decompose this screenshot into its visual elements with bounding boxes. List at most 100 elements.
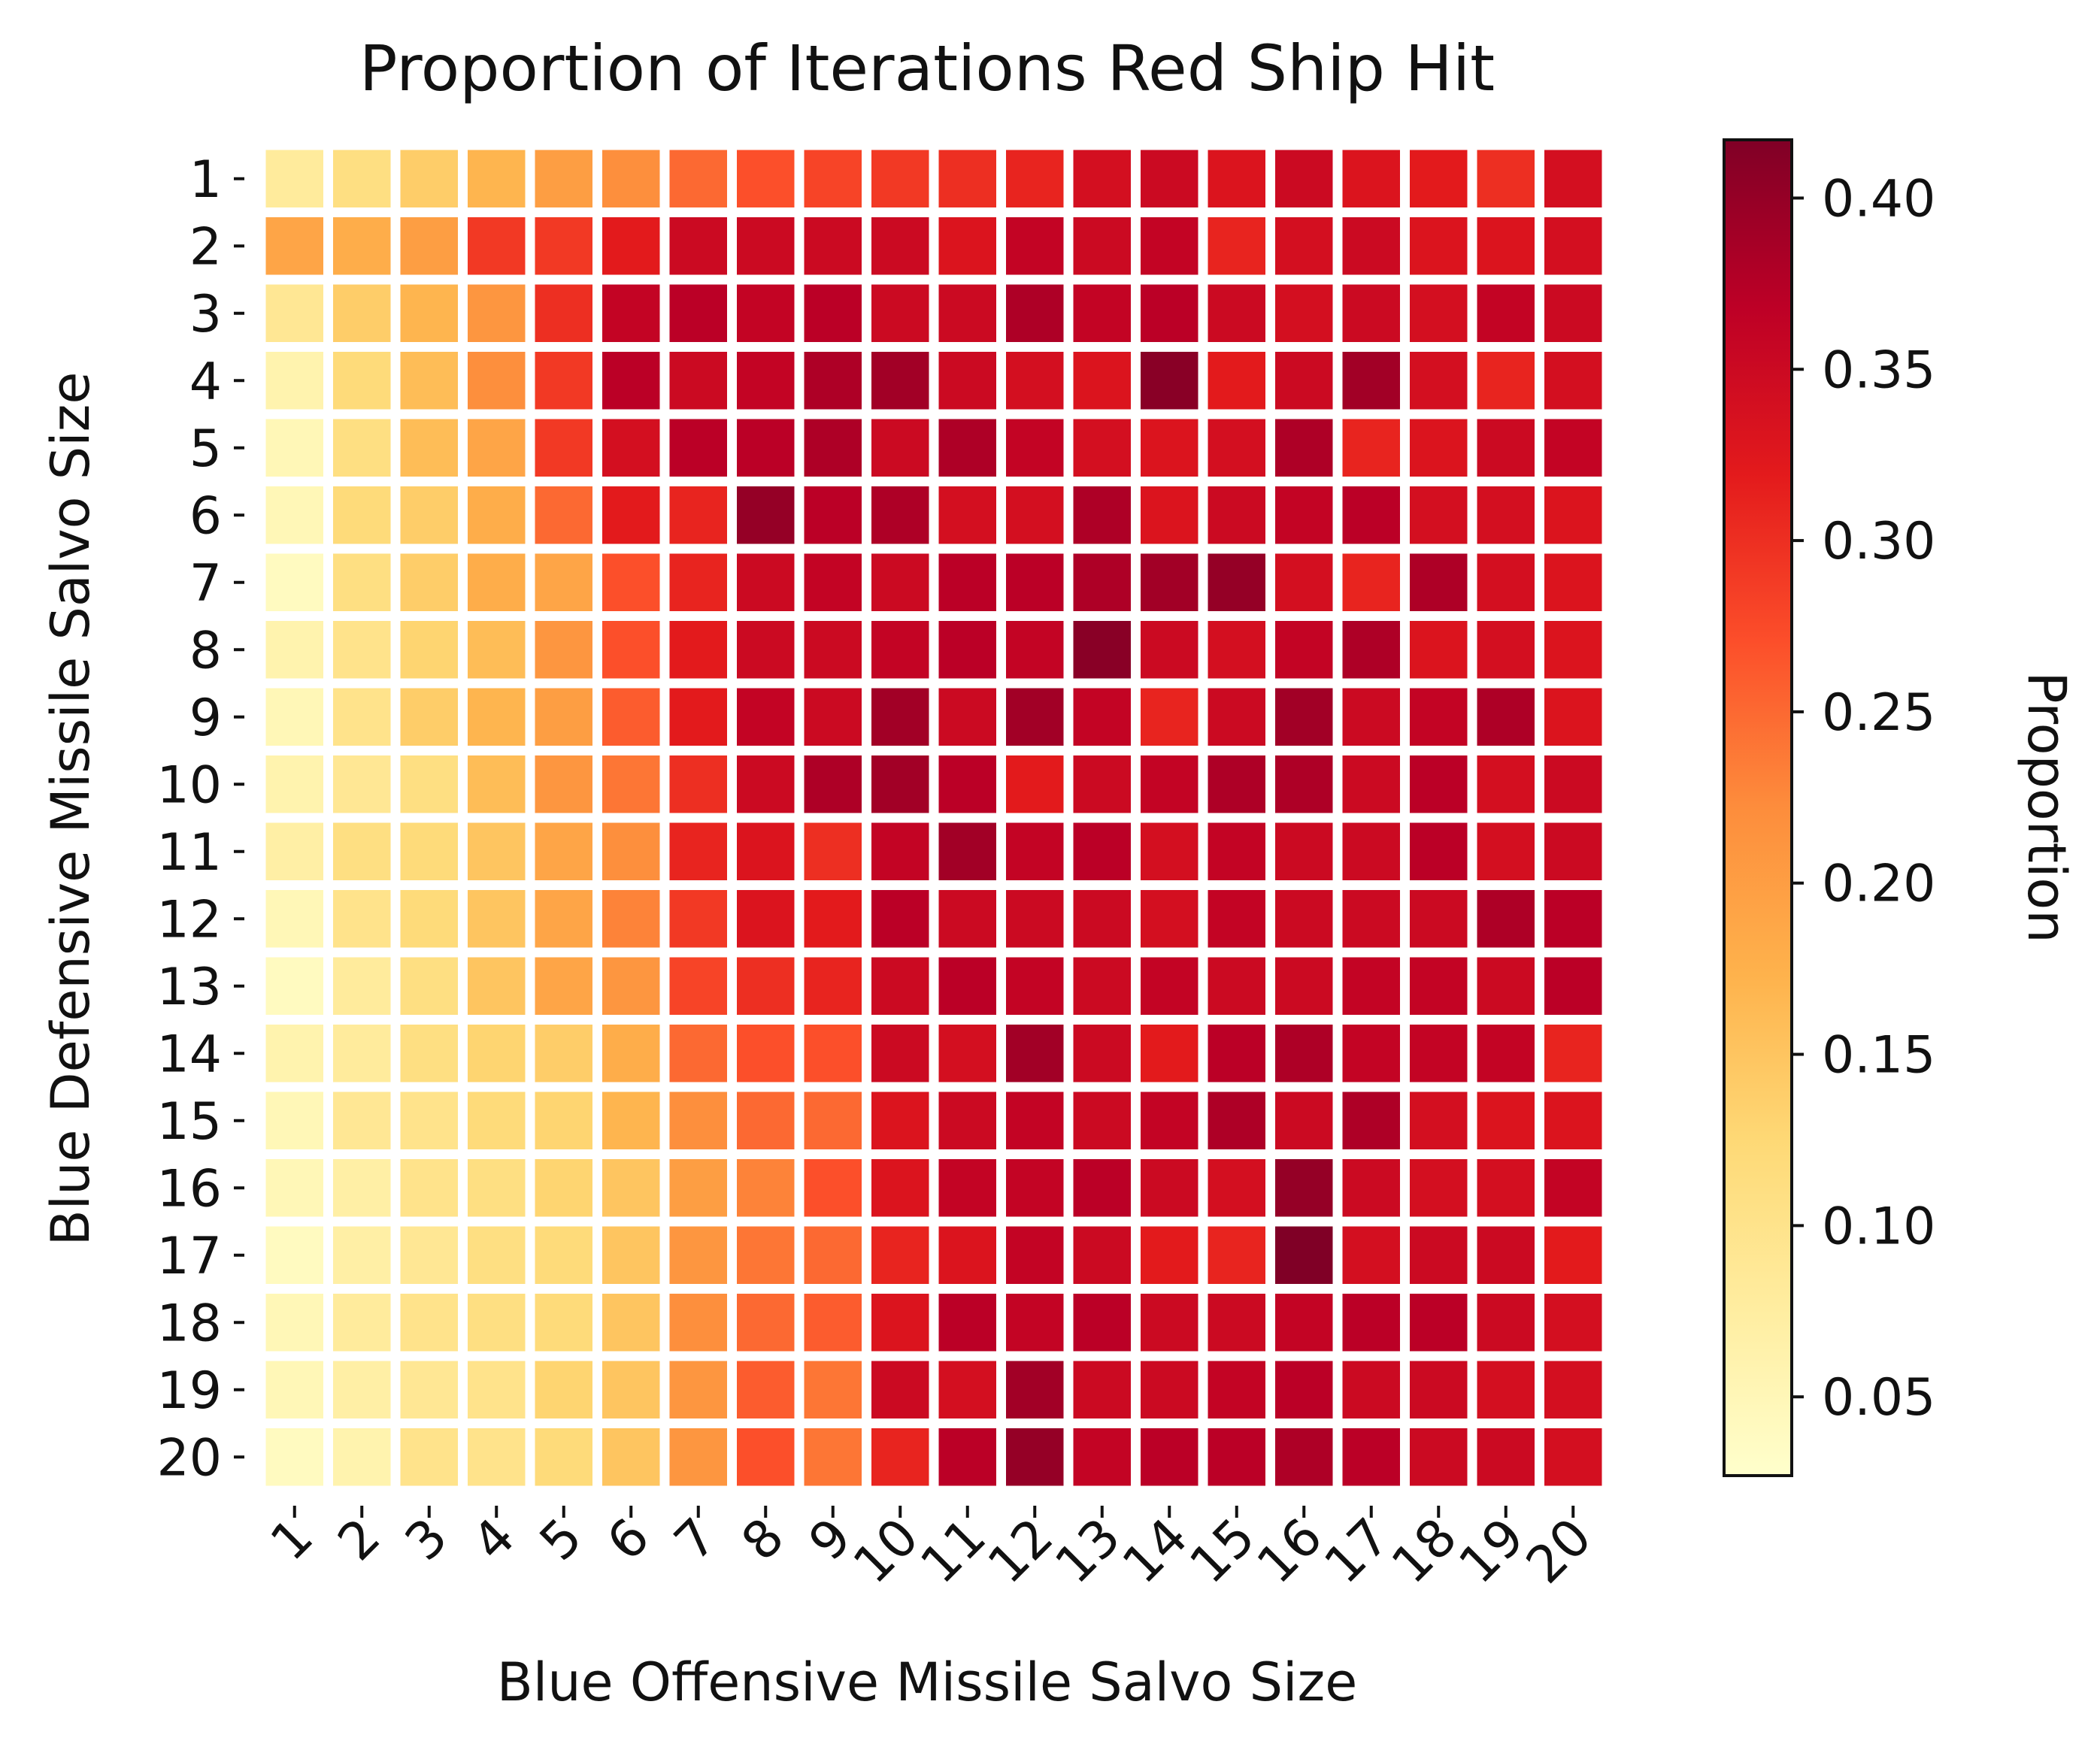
heatmap-cell (1073, 1294, 1131, 1352)
heatmap-cell (468, 755, 526, 813)
heatmap-cell (871, 822, 929, 880)
heatmap-cell (1275, 553, 1333, 611)
heatmap-cell (1208, 1361, 1265, 1418)
heatmap-cell (400, 688, 458, 746)
heatmap-cell (468, 1361, 526, 1418)
heatmap-cell (468, 284, 526, 342)
heatmap-cell (1073, 822, 1131, 880)
heatmap-cell (1006, 957, 1064, 1015)
heatmap-cell (1006, 1361, 1064, 1418)
heatmap-cell (535, 352, 592, 410)
heatmap-cell (1208, 284, 1265, 342)
y-tick-label: 8 (189, 621, 222, 680)
heatmap-cell (1342, 419, 1400, 477)
heatmap-cell (737, 486, 795, 544)
heatmap-cell (1006, 419, 1064, 477)
heatmap-cell (737, 217, 795, 275)
heatmap-cell (669, 890, 727, 948)
heatmap-cell (602, 1361, 660, 1418)
heatmap-cell (1275, 1159, 1333, 1217)
heatmap-cell (400, 1025, 458, 1082)
heatmap-cell (535, 486, 592, 544)
heatmap-cell (1544, 822, 1602, 880)
heatmap-cell (1477, 755, 1535, 813)
heatmap-cell (1477, 822, 1535, 880)
heatmap-cell (1073, 890, 1131, 948)
heatmap-cell (400, 486, 458, 544)
colorbar-tick-label: 0.40 (1822, 169, 1935, 229)
heatmap-cell (1544, 1159, 1602, 1217)
heatmap-cell (1275, 284, 1333, 342)
heatmap-cell (938, 1361, 996, 1418)
heatmap-cell (1141, 755, 1198, 813)
colorbar-tick-label: 0.25 (1822, 683, 1935, 743)
heatmap-cell (265, 150, 323, 207)
heatmap-cell (333, 621, 391, 679)
heatmap-cell (602, 957, 660, 1015)
heatmap-cell (1544, 419, 1602, 477)
heatmap-cell (938, 284, 996, 342)
heatmap-cell (804, 150, 862, 207)
heatmap-cell (602, 1226, 660, 1284)
heatmap-cell (1544, 284, 1602, 342)
heatmap-cell (938, 217, 996, 275)
heatmap-cell (871, 1091, 929, 1149)
heatmap-cell (1410, 352, 1468, 410)
heatmap-cell (1073, 621, 1131, 679)
heatmap-cell (1410, 890, 1468, 948)
heatmap-cell (938, 352, 996, 410)
heatmap-cell (1073, 352, 1131, 410)
heatmap-cell (1073, 1025, 1131, 1082)
heatmap-cell (265, 1428, 323, 1486)
heatmap-cell (1073, 1361, 1131, 1418)
heatmap-cell (1208, 352, 1265, 410)
heatmap-cells (265, 150, 1602, 1486)
colorbar-ticks: 0.05 0.10 0.15 0.20 0.25 0.30 0.35 0.40 (1792, 169, 1935, 1428)
heatmap-cell (938, 890, 996, 948)
heatmap-cell (1208, 553, 1265, 611)
heatmap-cell (1342, 1025, 1400, 1082)
heatmap-cell (468, 1025, 526, 1082)
heatmap-cell (669, 1025, 727, 1082)
heatmap-cell (400, 1091, 458, 1149)
heatmap-cell (265, 352, 323, 410)
heatmap-cell (871, 957, 929, 1015)
heatmap-cell (535, 1091, 592, 1149)
heatmap-cell (737, 1226, 795, 1284)
heatmap-cell (938, 1159, 996, 1217)
heatmap-cell (468, 822, 526, 880)
heatmap-cell (400, 553, 458, 611)
heatmap-cell (938, 1226, 996, 1284)
heatmap-cell (1073, 284, 1131, 342)
heatmap-cell (333, 1294, 391, 1352)
heatmap-cell (1141, 621, 1198, 679)
heatmap-cell (333, 553, 391, 611)
heatmap-cell (871, 284, 929, 342)
heatmap-cell (1544, 150, 1602, 207)
heatmap-cell (535, 688, 592, 746)
y-tick-label: 9 (189, 689, 222, 748)
heatmap-cell (1141, 822, 1198, 880)
heatmap-cell (669, 553, 727, 611)
heatmap-cell (602, 486, 660, 544)
heatmap-cell (333, 284, 391, 342)
heatmap-cell (468, 1428, 526, 1486)
colorbar-tick-label: 0.35 (1822, 341, 1935, 400)
heatmap-cell (1073, 957, 1131, 1015)
heatmap-cell (804, 284, 862, 342)
heatmap-cell (1477, 150, 1535, 207)
heatmap-cell (1141, 1226, 1198, 1284)
y-tick-label: 15 (156, 1092, 222, 1152)
heatmap-cell (1477, 957, 1535, 1015)
heatmap-cell (1275, 957, 1333, 1015)
colorbar-tick-label: 0.20 (1822, 855, 1935, 914)
heatmap-cell (1141, 1428, 1198, 1486)
heatmap-cell (333, 1159, 391, 1217)
heatmap-cell (737, 890, 795, 948)
heatmap-cell (333, 217, 391, 275)
heatmap-cell (1544, 1025, 1602, 1082)
heatmap-cell (1342, 486, 1400, 544)
heatmap-cell (535, 1294, 592, 1352)
heatmap-cell (871, 688, 929, 746)
